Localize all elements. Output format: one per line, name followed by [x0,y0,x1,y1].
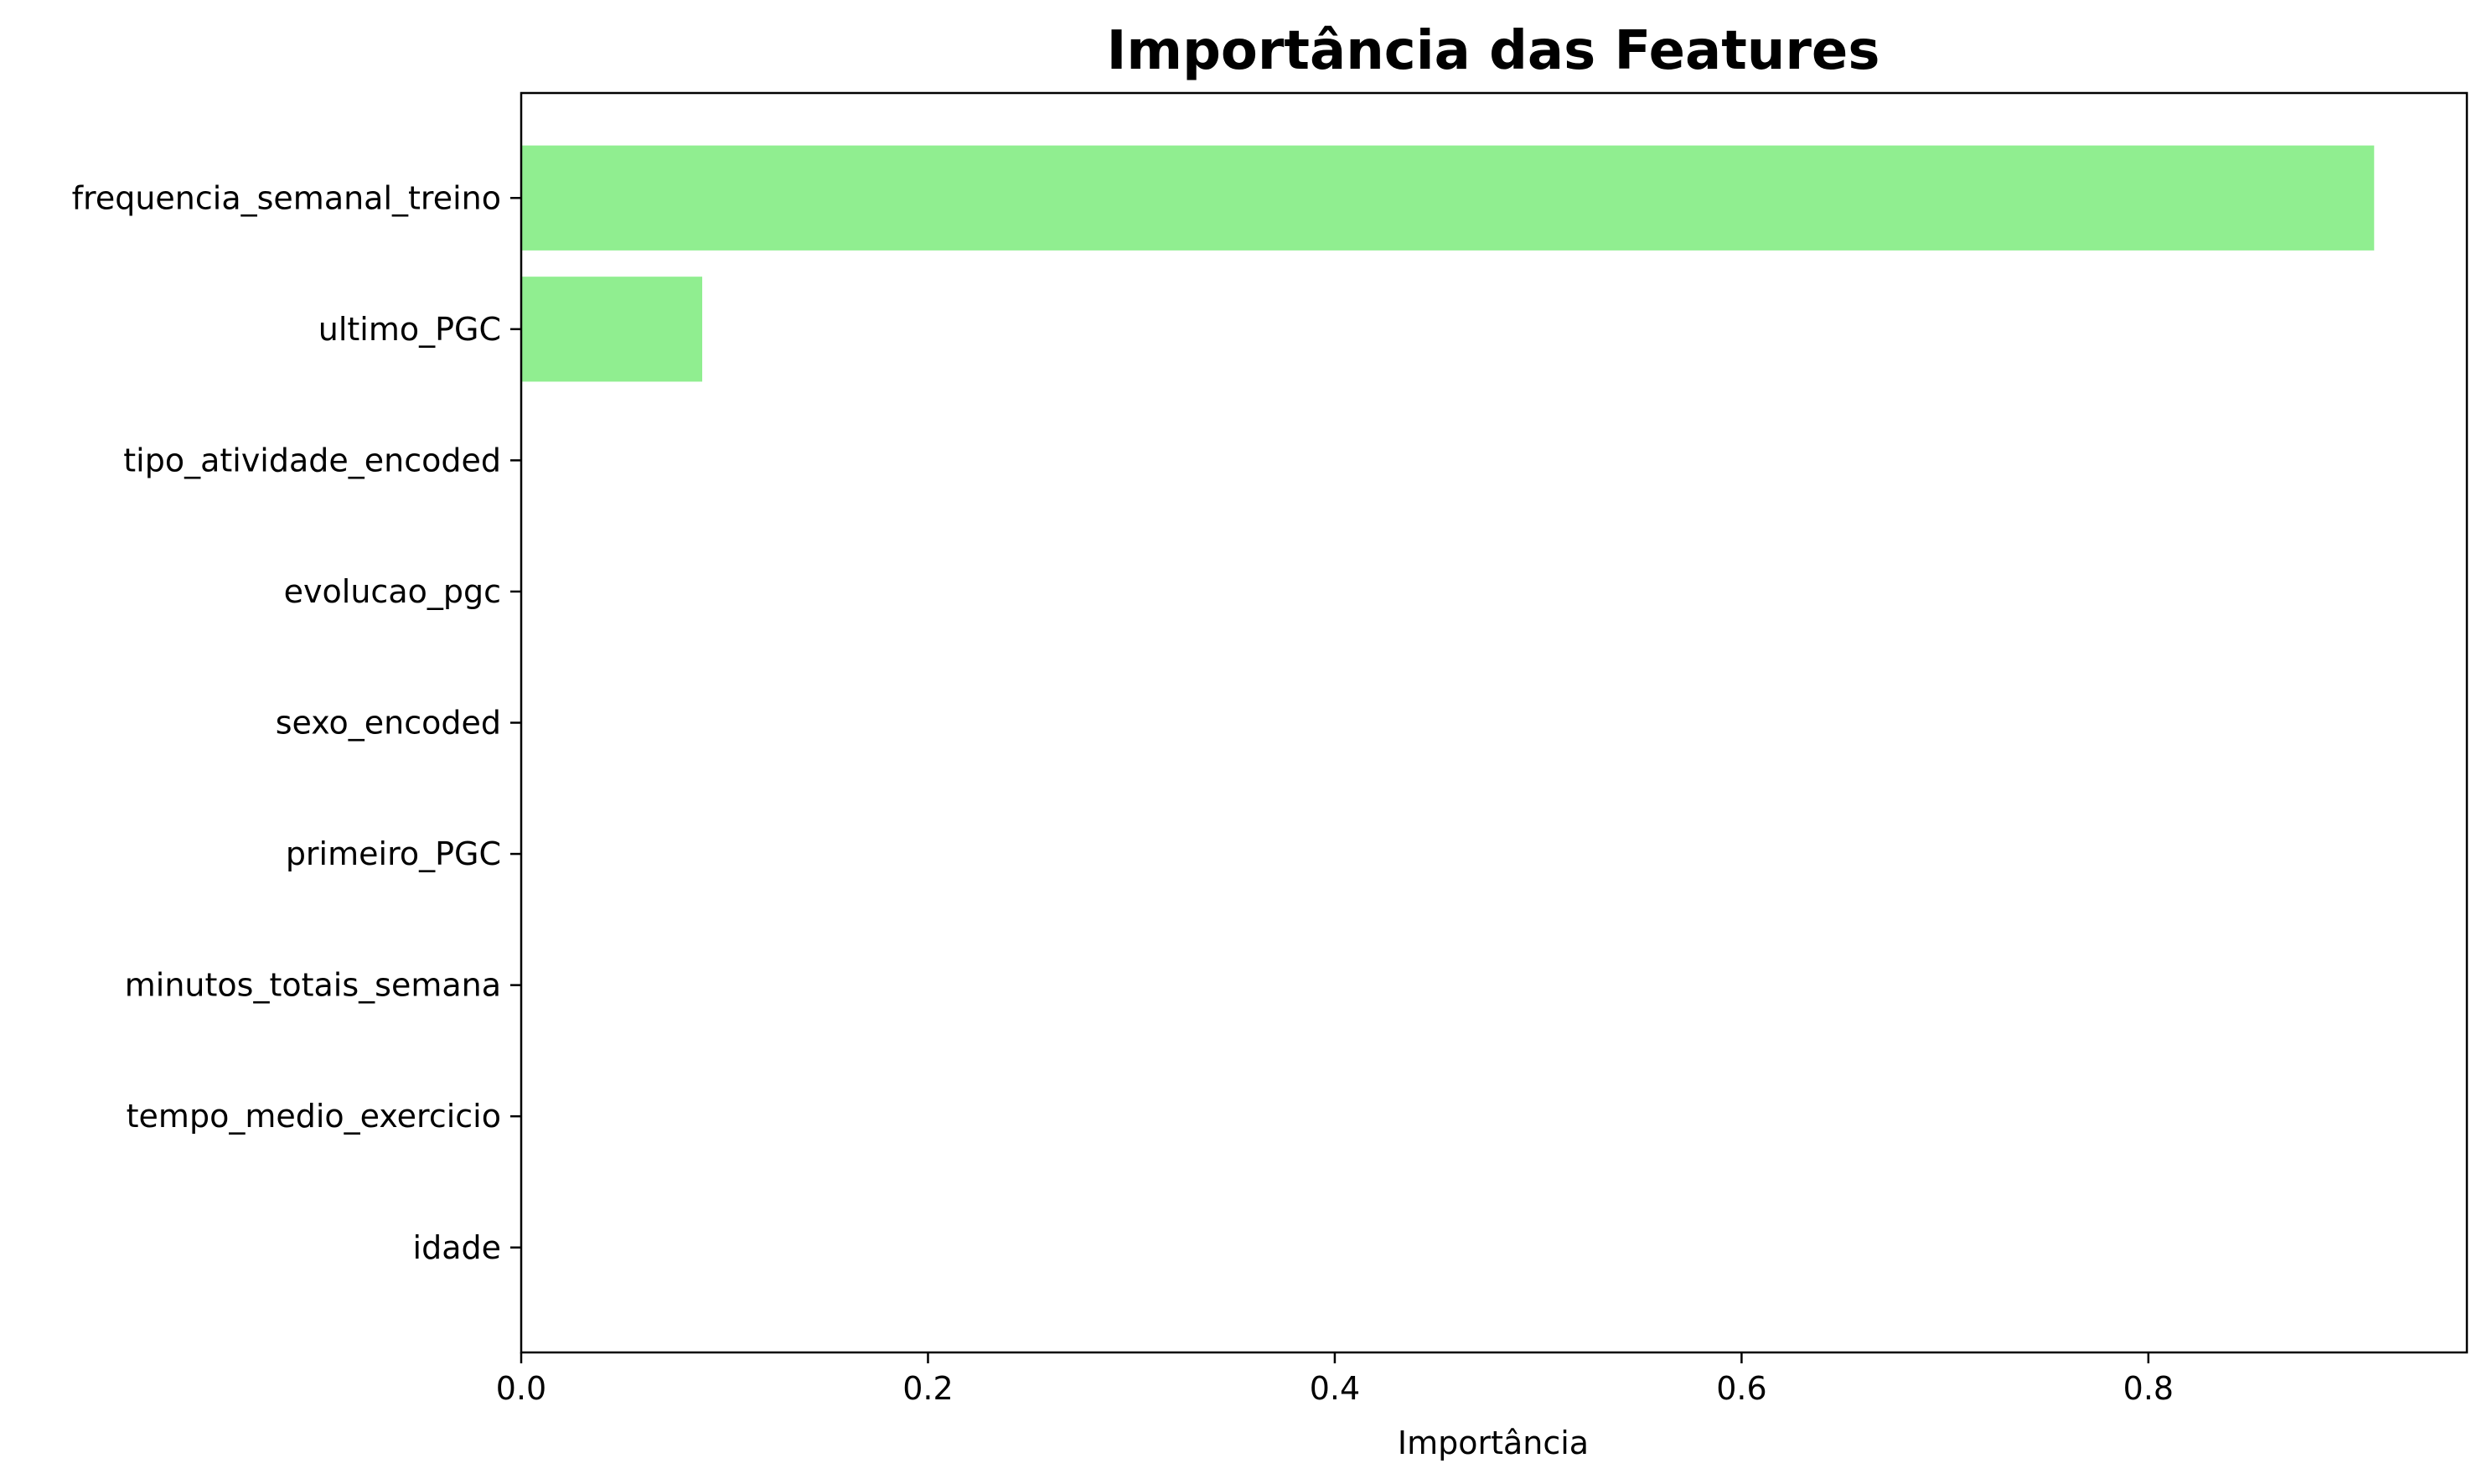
plot-area [521,93,2467,1352]
x-axis-label: Importância [1398,1425,1589,1461]
x-tick-label: 0.8 [2123,1370,2174,1407]
x-tick-label: 0.2 [902,1370,953,1407]
y-axis-ticks: frequencia_semanal_treino ultimo_PGC tipo_… [72,179,521,1266]
y-tick-label: idade [413,1229,501,1266]
bar-frequencia_semanal_treino [521,145,2375,251]
bar-ultimo_PGC [521,277,703,382]
y-tick-label: sexo_encoded [276,705,501,742]
y-tick-label: ultimo_PGC [318,311,501,348]
x-axis-ticks: 0.0 0.2 0.4 0.6 0.8 [496,1352,2174,1407]
y-tick-label: frequencia_semanal_treino [72,179,501,216]
y-tick-label: minutos_totais_semana [125,967,501,1004]
y-tick-label: tipo_atividade_encoded [123,442,501,478]
y-tick-label: evolucao_pgc [284,573,501,610]
x-tick-label: 0.4 [1310,1370,1360,1407]
y-tick-label: tempo_medio_exercicio [127,1098,501,1135]
y-tick-label: primeiro_PGC [286,835,501,872]
x-tick-label: 0.0 [496,1370,546,1407]
bars-group [521,145,2375,382]
x-tick-label: 0.6 [1716,1370,1766,1407]
chart-title: Importância das Features [1107,20,1880,82]
plot-frame [520,91,2469,1354]
